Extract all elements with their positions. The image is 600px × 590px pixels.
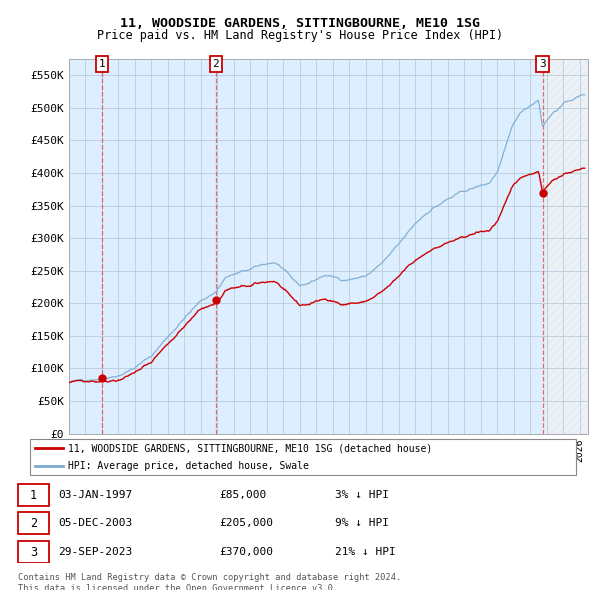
Text: 11, WOODSIDE GARDENS, SITTINGBOURNE, ME10 1SG: 11, WOODSIDE GARDENS, SITTINGBOURNE, ME1… bbox=[120, 17, 480, 30]
Text: 3: 3 bbox=[539, 59, 546, 69]
Text: 3: 3 bbox=[30, 546, 37, 559]
Text: 1: 1 bbox=[99, 59, 106, 69]
Text: Price paid vs. HM Land Registry's House Price Index (HPI): Price paid vs. HM Land Registry's House … bbox=[97, 30, 503, 42]
Text: 2: 2 bbox=[212, 59, 220, 69]
Text: £205,000: £205,000 bbox=[220, 518, 274, 528]
Text: 1: 1 bbox=[30, 489, 37, 502]
Bar bbox=[69, 59, 542, 434]
Text: HPI: Average price, detached house, Swale: HPI: Average price, detached house, Swal… bbox=[68, 461, 309, 471]
Bar bbox=[542, 59, 588, 434]
FancyBboxPatch shape bbox=[30, 438, 576, 476]
Text: 9% ↓ HPI: 9% ↓ HPI bbox=[335, 518, 389, 528]
FancyBboxPatch shape bbox=[18, 484, 49, 506]
Bar bbox=[542, 59, 588, 434]
Text: 3% ↓ HPI: 3% ↓ HPI bbox=[335, 490, 389, 500]
FancyBboxPatch shape bbox=[18, 512, 49, 535]
Text: 05-DEC-2003: 05-DEC-2003 bbox=[58, 518, 133, 528]
FancyBboxPatch shape bbox=[18, 541, 49, 563]
Text: 29-SEP-2023: 29-SEP-2023 bbox=[58, 548, 133, 558]
Text: 2: 2 bbox=[30, 517, 37, 530]
Text: Contains HM Land Registry data © Crown copyright and database right 2024.: Contains HM Land Registry data © Crown c… bbox=[18, 573, 401, 582]
Text: This data is licensed under the Open Government Licence v3.0.: This data is licensed under the Open Gov… bbox=[18, 584, 338, 590]
Text: £85,000: £85,000 bbox=[220, 490, 266, 500]
Text: 11, WOODSIDE GARDENS, SITTINGBOURNE, ME10 1SG (detached house): 11, WOODSIDE GARDENS, SITTINGBOURNE, ME1… bbox=[68, 443, 433, 453]
Text: £370,000: £370,000 bbox=[220, 548, 274, 558]
Text: 03-JAN-1997: 03-JAN-1997 bbox=[58, 490, 133, 500]
Text: 21% ↓ HPI: 21% ↓ HPI bbox=[335, 548, 395, 558]
